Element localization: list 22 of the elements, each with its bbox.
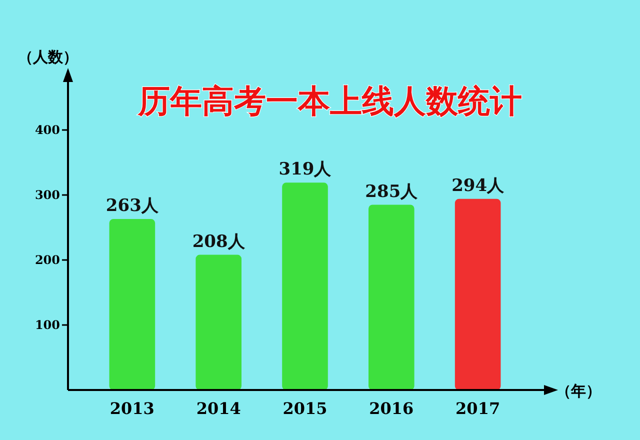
x-axis-title: （年） [556,382,601,400]
x-tick-label: 2015 [282,399,328,418]
bar [109,219,156,390]
bar [454,198,501,390]
data-label: 319人 [278,160,332,180]
bar [196,254,242,390]
y-tick-label: 100 [34,318,60,332]
y-tick-label: 200 [34,253,60,267]
y-axis-title: （人数） [18,48,78,66]
data-label: 285人 [365,182,419,202]
x-tick-label: 2016 [369,399,414,418]
chart-title: 历年高考一本上线人数统计 [137,82,522,120]
data-label: 294人 [452,176,506,196]
bar [282,182,328,390]
x-tick-label: 2013 [110,399,154,418]
data-label: 263人 [106,196,160,216]
x-tick-label: 2014 [196,399,241,418]
y-tick-label: 300 [34,188,60,202]
data-label: 208人 [192,232,246,252]
bar [368,204,414,390]
x-tick-label: 2017 [456,399,500,418]
y-tick-label: 400 [34,123,60,137]
